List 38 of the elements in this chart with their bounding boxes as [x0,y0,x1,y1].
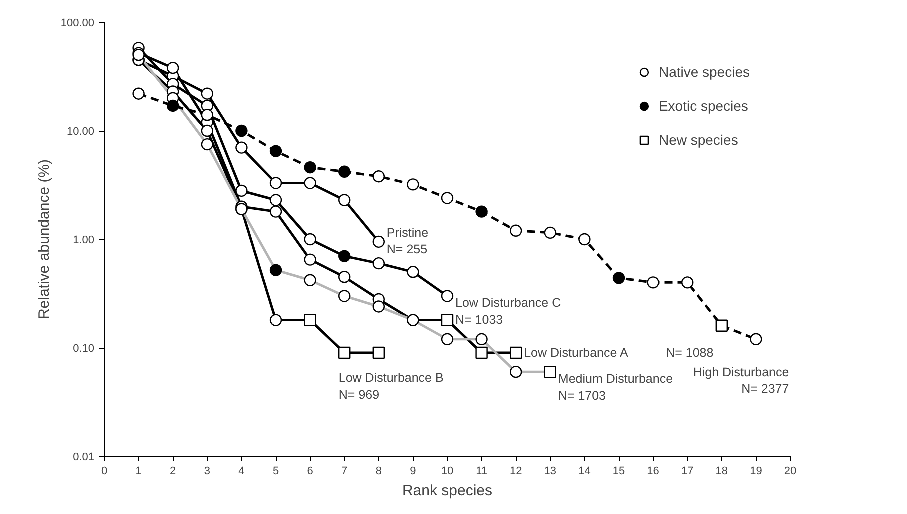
annotation: Low Disturbance C N= 1033 [456,296,562,328]
y-tick-label: 100.00 [60,18,95,30]
x-tick-label: 18 [716,466,728,478]
x-tick-label: 7 [342,466,348,478]
x-tick-label: 13 [544,466,557,478]
y-tick-label: 10.00 [66,126,95,138]
x-axis-title: Rank species [402,482,493,500]
x-tick-label: 0 [101,466,108,478]
x-tick-label: 3 [204,466,210,478]
x-tick-label: 16 [647,466,660,478]
y-axis-title: Relative abundance (%) [36,159,53,320]
x-tick-label: 6 [307,466,314,478]
legend-label: Exotic species [658,98,748,114]
x-tick-label: 2 [170,466,176,478]
x-tick-label: 9 [410,466,416,478]
y-tick-label: 0.10 [73,343,95,355]
x-tick-label: 1 [136,466,142,478]
legend-label: Native species [658,64,750,80]
y-tick-label: 0.01 [73,452,95,464]
annotation: Low Disturbance B N= 969 [338,370,444,402]
x-tick-label: 10 [441,466,454,478]
legend-label: New species [658,132,738,148]
x-tick-label: 4 [238,466,245,478]
x-tick-label: 5 [272,466,280,478]
annotation: Low Disturbance A [524,346,629,360]
y-tick-label: 1.00 [73,234,95,246]
x-tick-label: 12 [510,466,522,478]
annotation: Medium Disturbance N= 1703 [558,372,674,403]
x-tick-label: 14 [578,466,591,478]
annotation: N= 1088 [666,346,714,360]
x-tick-label: 20 [784,466,797,478]
x-tick-label: 11 [476,466,488,478]
x-tick-label: 19 [750,466,762,478]
x-tick-label: 17 [681,466,694,478]
annotation: High Disturbance N= 2377 [693,365,790,396]
annotation: Pristine N= 255 [386,226,429,257]
x-tick-label: 15 [612,466,626,478]
x-tick-label: 8 [376,466,382,478]
